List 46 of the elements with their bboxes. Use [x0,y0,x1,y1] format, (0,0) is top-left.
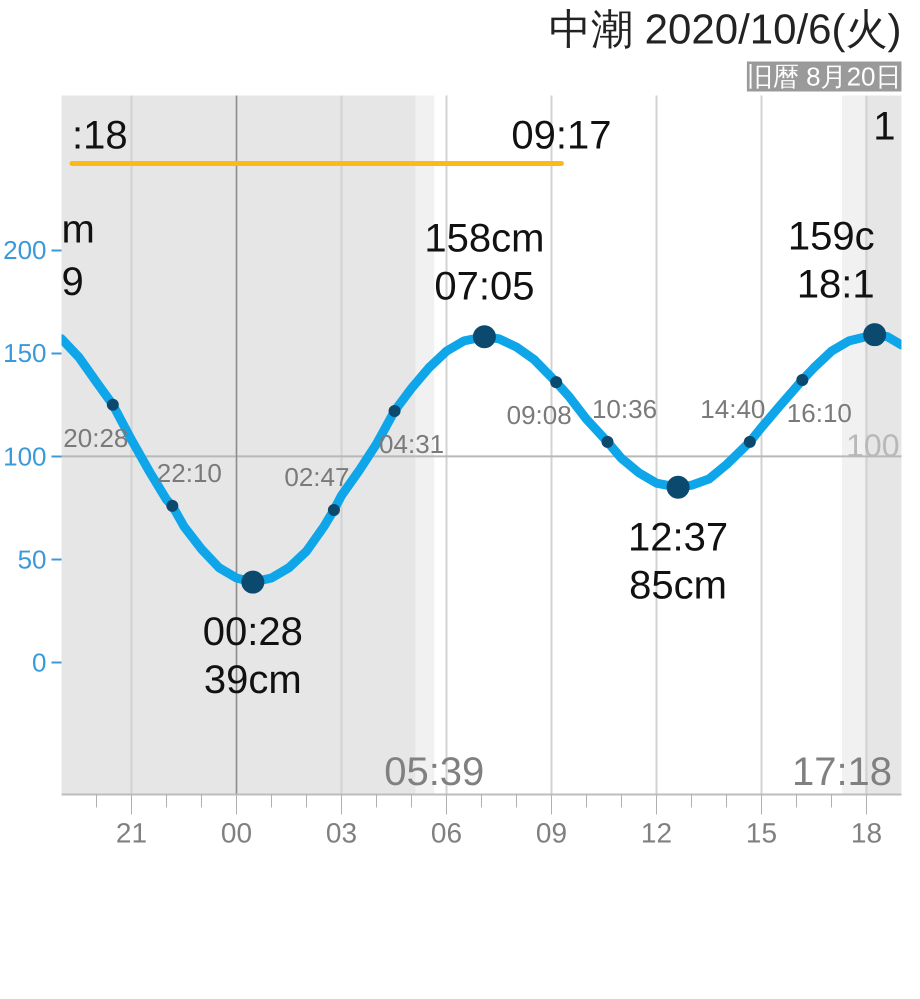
point [472,325,496,348]
point [863,323,886,346]
point [602,436,614,448]
annotation: 10:36 [592,394,658,424]
point [106,398,119,411]
x-tick-label: 18 [850,818,882,848]
annotation: m [62,208,95,252]
data-label: 00:28 39cm [202,610,303,702]
point [388,404,401,417]
annotation: 20:28 [63,422,128,453]
y-tick-label: 150 [3,338,47,368]
annotation: 09:08 [506,400,572,430]
annotation: 14:40 [700,394,766,424]
x-tick-label: 15 [746,818,778,848]
x-tick-label: 09 [536,818,568,848]
point [796,374,808,386]
annotation: 04:31 [379,428,444,459]
annotation: 16:10 [786,398,852,428]
y-tick-label: 200 [3,235,47,266]
annotation: 17:18 [792,750,892,794]
point [744,436,756,448]
annotation: 22:10 [156,458,222,488]
y-tick-label: 0 [32,648,47,678]
annotation: 05:39 [384,750,484,794]
data-label: 159c 18:1 [788,214,875,307]
point [241,570,264,594]
x-tick-label: 21 [116,818,148,848]
chart-subtitle: 旧暦 8月20日 [746,62,902,92]
x-tick-label: 06 [430,818,462,848]
point [550,376,562,388]
data-label: 12:37 85cm [628,515,728,608]
annotation: 02:47 [284,462,350,492]
x-tick-label: 00 [220,818,252,848]
y-tick-label: 100 [3,441,47,472]
annotation: 9 [62,260,84,304]
point [166,500,178,512]
data-label: 158cm 07:05 [424,216,544,309]
annotation: :18 [72,114,128,158]
y-tick-label: 50 [18,544,46,574]
point [328,504,340,516]
chart-title: 中潮 2020/10/6(火) [549,6,902,52]
annotation: 1 [873,104,896,148]
annotation: 09:17 [511,114,612,158]
x-tick-label: 12 [640,818,672,848]
point [666,476,690,499]
x-tick-label: 03 [326,818,358,848]
